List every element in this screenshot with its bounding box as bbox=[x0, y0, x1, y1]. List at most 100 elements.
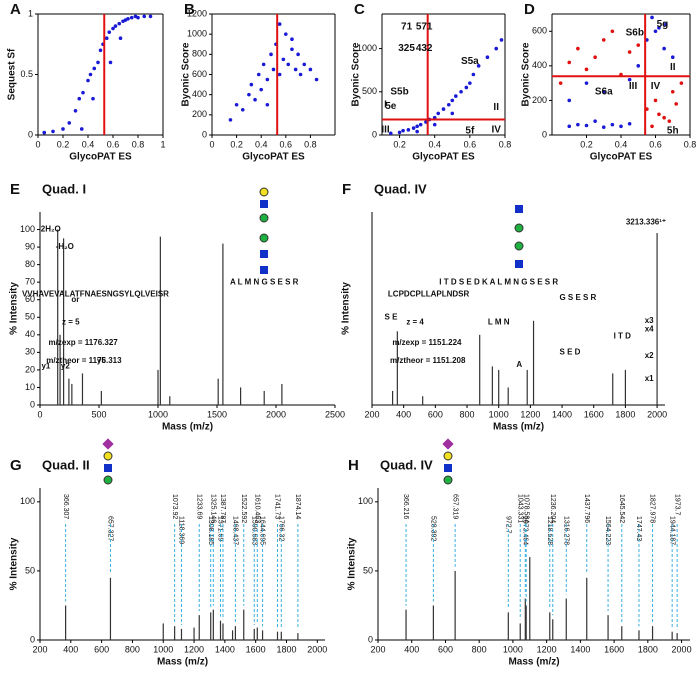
y-axis-label: Byonic Score bbox=[351, 42, 362, 106]
panel-letter: A bbox=[10, 1, 21, 18]
x-tick-label: 0.6 bbox=[649, 139, 662, 149]
point bbox=[670, 89, 675, 94]
y-tick-label: 0.5 bbox=[20, 69, 33, 79]
point bbox=[415, 129, 419, 134]
x-tick-label: 0 bbox=[35, 139, 40, 149]
point bbox=[476, 64, 481, 68]
point bbox=[558, 81, 563, 85]
point bbox=[619, 124, 623, 129]
peak-label: 1437.796 bbox=[583, 494, 590, 523]
peak-label: 528.392 bbox=[430, 516, 437, 541]
annotation: 3213.336¹⁺ bbox=[626, 218, 666, 227]
peak-label: 1741.73 bbox=[274, 494, 281, 519]
annotation: S5a bbox=[461, 56, 479, 67]
annotation: z = 4 bbox=[406, 317, 424, 326]
y-axis-label: Byonic Score bbox=[521, 42, 532, 106]
annotation: z = 5 bbox=[62, 317, 80, 326]
x-tick-label: 1000 bbox=[148, 409, 168, 419]
point bbox=[129, 15, 134, 20]
x-tick-label: 0.4 bbox=[255, 139, 268, 149]
y-tick-label: 50 bbox=[25, 565, 35, 575]
point bbox=[79, 127, 84, 131]
point bbox=[584, 67, 589, 72]
x-tick-label: 0.2 bbox=[393, 139, 406, 149]
panel-subtitle: Quad. I bbox=[42, 181, 86, 196]
galactose bbox=[259, 187, 269, 197]
point bbox=[610, 122, 615, 127]
point bbox=[664, 22, 668, 27]
point bbox=[234, 102, 239, 107]
x-tick-label: 0.4 bbox=[82, 139, 95, 149]
annotation: 325 bbox=[398, 43, 415, 54]
point bbox=[567, 60, 572, 65]
point bbox=[411, 126, 416, 130]
point bbox=[265, 77, 270, 82]
point bbox=[464, 85, 469, 90]
point bbox=[593, 55, 597, 60]
peak-label: 1387.787 bbox=[219, 494, 226, 523]
x-tick-label: 1600 bbox=[604, 644, 624, 654]
annotation: A bbox=[516, 360, 522, 369]
point bbox=[636, 64, 641, 68]
y-tick-label: 200 bbox=[192, 109, 207, 119]
glcnac bbox=[444, 464, 452, 472]
x-axis-label: Mass (m/z) bbox=[508, 657, 559, 668]
peak-label: 366.307 bbox=[62, 494, 69, 519]
annotation: 432 bbox=[416, 43, 433, 54]
y-tick-label: 80 bbox=[25, 259, 35, 269]
peak-label: 657.319 bbox=[451, 494, 458, 519]
y-tick-label: 0 bbox=[28, 129, 33, 139]
point bbox=[136, 15, 140, 20]
point bbox=[281, 57, 286, 62]
point bbox=[247, 92, 251, 97]
annotation: 5h bbox=[667, 125, 679, 136]
point bbox=[601, 38, 606, 42]
point bbox=[277, 72, 282, 77]
point bbox=[650, 124, 654, 129]
x-tick-label: 400 bbox=[396, 409, 411, 419]
peak-label: 1078.584 bbox=[522, 494, 529, 523]
point bbox=[653, 98, 658, 103]
y-axis-label: % Intensity bbox=[9, 282, 20, 335]
point bbox=[77, 96, 82, 101]
glcnac bbox=[515, 260, 523, 268]
point bbox=[148, 14, 153, 19]
x-tick-label: 2500 bbox=[325, 409, 345, 419]
x-tick-label: 800 bbox=[472, 644, 487, 654]
point bbox=[126, 17, 130, 21]
point bbox=[265, 102, 270, 107]
panel-subtitle: Quad. IV bbox=[374, 181, 427, 196]
point bbox=[636, 43, 641, 47]
point bbox=[653, 29, 658, 34]
point bbox=[296, 52, 300, 57]
point bbox=[290, 37, 294, 42]
point bbox=[61, 127, 65, 131]
x-tick-label: 2000 bbox=[307, 644, 327, 654]
point bbox=[418, 122, 423, 127]
point bbox=[261, 62, 266, 67]
y-tick-label: 0 bbox=[30, 399, 35, 409]
point bbox=[111, 26, 115, 31]
point bbox=[468, 81, 472, 85]
x-axis-label: Mass (m/z) bbox=[157, 657, 208, 668]
x-tick-label: 1000 bbox=[503, 644, 523, 654]
x-tick-label: 1800 bbox=[276, 644, 296, 654]
point bbox=[290, 47, 294, 52]
point bbox=[667, 119, 672, 123]
x-tick-label: 1000 bbox=[489, 409, 509, 419]
point bbox=[450, 98, 455, 103]
panel-letter: E bbox=[10, 181, 20, 198]
point bbox=[142, 14, 147, 19]
annotation: m/zexp = 1151.224 bbox=[392, 338, 462, 347]
y-tick-label: 600 bbox=[532, 26, 547, 36]
point bbox=[657, 112, 661, 117]
point bbox=[308, 67, 313, 72]
annotation: III bbox=[381, 124, 390, 135]
annotation: -H₂O bbox=[56, 242, 74, 251]
point bbox=[92, 66, 97, 71]
annotation: II bbox=[670, 62, 676, 73]
annotation: m/ztheor = 1176.313 bbox=[46, 356, 122, 365]
y-tick-label: 0 bbox=[372, 129, 377, 139]
point bbox=[567, 98, 572, 103]
panel-letter: F bbox=[342, 181, 351, 198]
